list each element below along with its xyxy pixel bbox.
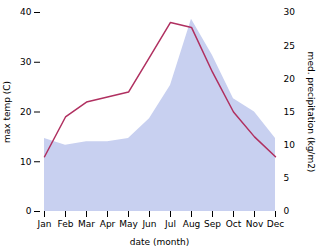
- svg-text:25: 25: [284, 41, 295, 51]
- svg-text:5: 5: [284, 173, 290, 183]
- svg-text:Feb: Feb: [58, 219, 74, 229]
- svg-text:0: 0: [26, 206, 32, 216]
- svg-text:date (month): date (month): [130, 237, 189, 247]
- svg-text:15: 15: [284, 107, 295, 117]
- svg-text:30: 30: [20, 57, 32, 67]
- svg-text:Apr: Apr: [100, 219, 116, 229]
- svg-text:Dec: Dec: [267, 219, 284, 229]
- svg-text:Jun: Jun: [141, 219, 156, 229]
- svg-text:Aug: Aug: [183, 219, 201, 229]
- svg-text:May: May: [119, 219, 138, 229]
- svg-text:0: 0: [284, 206, 290, 216]
- svg-text:Mar: Mar: [78, 219, 95, 229]
- svg-text:Oct: Oct: [226, 219, 242, 229]
- svg-text:med. precipitation (kg/m2): med. precipitation (kg/m2): [306, 52, 316, 173]
- svg-text:Jan: Jan: [37, 219, 52, 229]
- svg-text:40: 40: [20, 7, 32, 17]
- svg-text:Nov: Nov: [246, 219, 264, 229]
- svg-text:20: 20: [20, 107, 32, 117]
- svg-text:10: 10: [20, 157, 32, 167]
- svg-text:10: 10: [284, 140, 296, 150]
- svg-text:30: 30: [284, 7, 296, 17]
- svg-text:Sep: Sep: [204, 219, 221, 229]
- svg-text:Jul: Jul: [164, 219, 176, 229]
- svg-text:max temp (C): max temp (C): [2, 81, 12, 143]
- svg-text:20: 20: [284, 74, 296, 84]
